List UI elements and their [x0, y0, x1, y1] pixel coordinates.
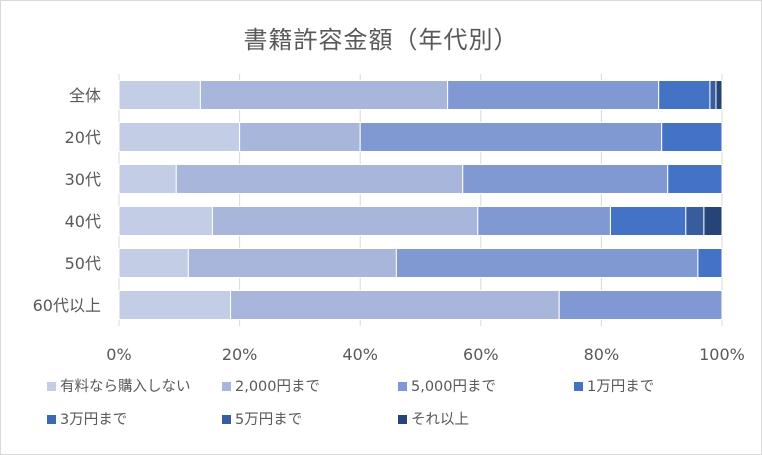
- bar-segment: [118, 80, 201, 110]
- bar-segment: [395, 248, 699, 278]
- legend-swatch: [47, 382, 56, 391]
- bar-segment: [658, 80, 711, 110]
- legend-swatch: [222, 382, 231, 391]
- x-tick-label: 80%: [584, 345, 620, 364]
- bar-segment: [187, 248, 397, 278]
- bar-segment: [558, 290, 723, 320]
- category-label: 60代以上: [33, 296, 101, 315]
- category-label: 50代: [65, 254, 101, 273]
- x-tick-label: 0%: [106, 345, 131, 364]
- bar-segment: [118, 248, 189, 278]
- legend: 有料なら購入しない 2,000円まで 5,000円まで 1万円まで 3万円まで 5万円まで…: [47, 378, 654, 428]
- bar-segment: [462, 164, 669, 194]
- legend-swatch: [574, 382, 583, 391]
- bar-segment: [118, 206, 213, 236]
- bar-segment: [239, 122, 361, 152]
- legend-swatch: [398, 415, 407, 424]
- legend-swatch: [47, 415, 56, 424]
- legend-label: 5,000円まで: [411, 379, 496, 395]
- bar-segment: [359, 122, 663, 152]
- bar-segment: [715, 80, 723, 110]
- category-label: 30代: [65, 170, 101, 189]
- legend-label: 5万円まで: [235, 412, 302, 428]
- bar-segment: [211, 206, 479, 236]
- bar-segment: [609, 206, 687, 236]
- gridlines: [118, 74, 723, 326]
- bar-segment: [685, 206, 705, 236]
- bar-segment: [118, 164, 177, 194]
- category-label: 20代: [65, 128, 101, 147]
- legend-label: 3万円まで: [60, 412, 127, 428]
- x-tick-label: 40%: [342, 345, 378, 364]
- legend-swatch: [222, 415, 231, 424]
- legend-label: 有料なら購入しない: [60, 378, 191, 395]
- legend-label: それ以上: [411, 411, 469, 428]
- x-tick-label: 100%: [699, 345, 745, 364]
- x-tick-label: 60%: [463, 345, 499, 364]
- bar-segment: [447, 80, 660, 110]
- chart-title: 書籍許容金額（年代別）: [243, 26, 519, 54]
- bar-segment: [661, 122, 723, 152]
- legend-label: 2,000円まで: [235, 379, 320, 395]
- x-tick-labels: 0% 20% 40% 60% 80% 100%: [106, 345, 745, 364]
- bar-segment: [118, 122, 241, 152]
- bar-segment: [118, 290, 232, 320]
- bars: [118, 80, 723, 320]
- bar-segment: [703, 206, 723, 236]
- bar-segment: [230, 290, 560, 320]
- bar-segment: [477, 206, 611, 236]
- bar-segment: [709, 80, 717, 110]
- bar-segment: [199, 80, 449, 110]
- category-label: 40代: [65, 212, 101, 231]
- category-labels: 全体 20代 30代 40代 50代 60代以上: [33, 86, 101, 315]
- legend-swatch: [398, 382, 407, 391]
- bar-segment: [175, 164, 464, 194]
- x-tick-label: 20%: [222, 345, 258, 364]
- legend-label: 1万円まで: [587, 379, 654, 395]
- category-label: 全体: [69, 86, 101, 105]
- bar-segment: [667, 164, 723, 194]
- bar-segment: [697, 248, 723, 278]
